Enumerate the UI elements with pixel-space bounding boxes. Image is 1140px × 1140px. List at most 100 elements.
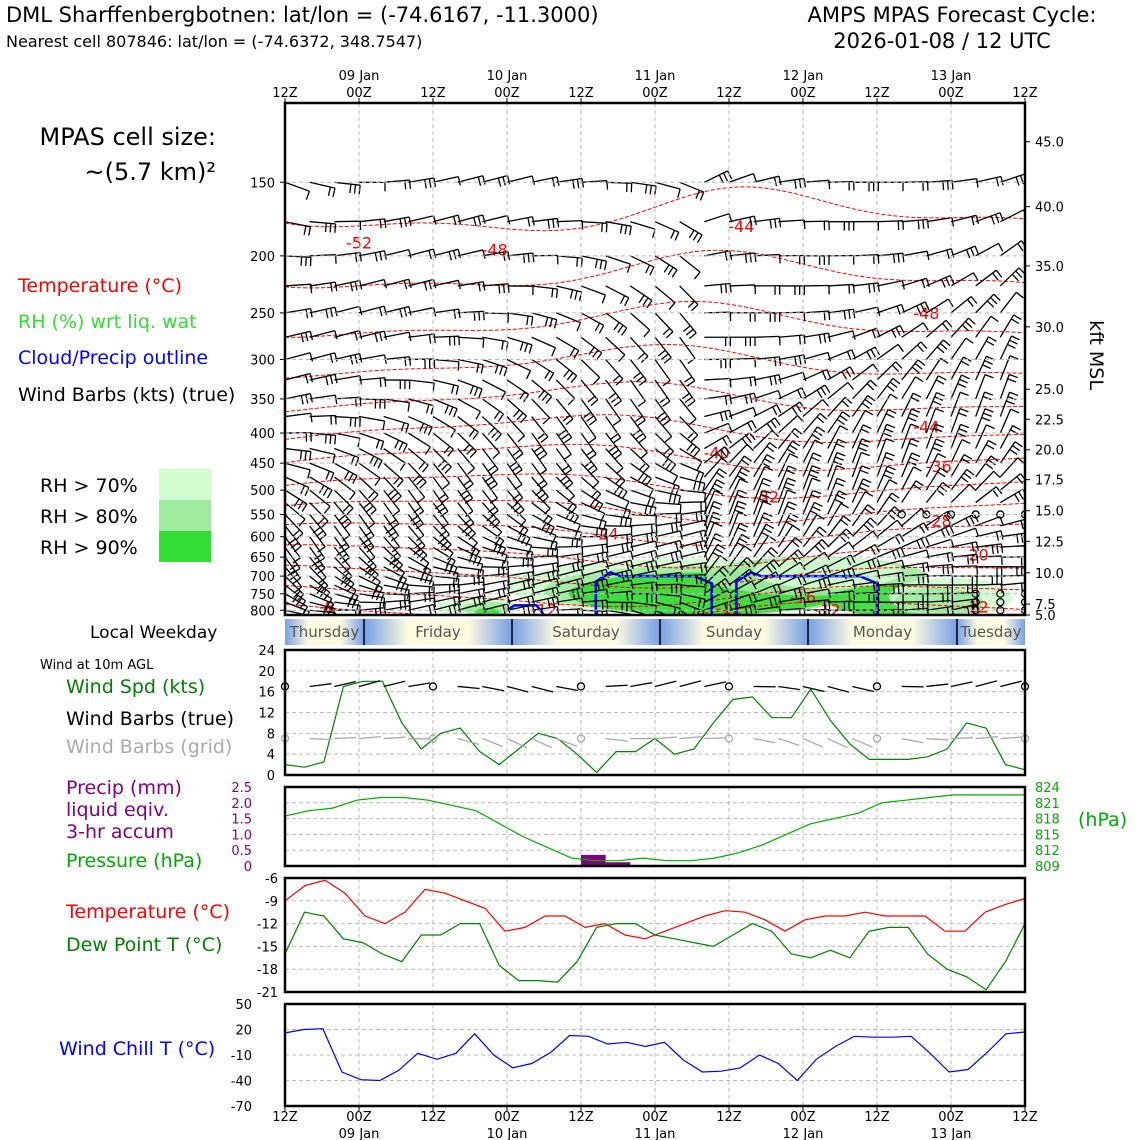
wind-barb-feather <box>644 184 648 194</box>
wind-barb-feather <box>763 527 772 534</box>
wind-barb-feather <box>541 393 549 401</box>
surface-wind-barb <box>802 737 824 748</box>
wind-barb-feather <box>506 175 511 185</box>
wind-barb-feather <box>836 465 846 470</box>
wind-barb-feather <box>457 214 462 224</box>
weekday-label: Thursday <box>289 623 360 641</box>
wind-barb-feather <box>695 471 700 480</box>
wind-barb-feather <box>382 420 386 431</box>
wind-barb <box>901 392 914 417</box>
wind-barb-feather <box>690 434 699 442</box>
wind-barb <box>556 312 581 324</box>
wind-barb <box>901 341 922 360</box>
wind-barb-feather <box>699 473 705 482</box>
wind-barb-feather <box>482 338 485 348</box>
wind-barb <box>408 379 435 384</box>
wind-barb <box>630 601 657 607</box>
wind-barb-feather <box>1046 522 1047 531</box>
wind-barb-feather <box>892 377 901 385</box>
wind-barb-feather <box>305 257 307 267</box>
wind-barb <box>679 489 706 494</box>
wind-barb <box>654 181 681 190</box>
wind-barb-feather <box>583 411 592 419</box>
wind-barb-feather <box>751 420 757 429</box>
wind-barb <box>309 221 336 225</box>
wind-barb <box>753 535 769 558</box>
wind-barb-feather <box>475 411 481 420</box>
wind-barb-feather <box>453 309 457 319</box>
surface-wind-barb <box>950 737 974 740</box>
wind-barb <box>482 379 506 393</box>
wind-barb <box>950 408 961 434</box>
surface-wind-barb <box>408 682 431 688</box>
wind-barb-feather <box>684 376 693 383</box>
wind-barb <box>481 398 504 415</box>
wind-barb-feather <box>810 469 820 474</box>
wind-barb <box>482 250 509 257</box>
wind-barb-feather <box>403 217 407 227</box>
wind-barb-feather <box>309 393 313 403</box>
wind-barb <box>358 330 385 338</box>
wind-barb-feather <box>898 533 905 542</box>
wind-barb <box>852 569 878 577</box>
wind-barb <box>482 586 508 595</box>
wind-barb-feather <box>982 395 992 401</box>
wind-barb <box>728 603 755 611</box>
wind-barb-feather <box>589 498 596 508</box>
surface-wind-barb <box>654 680 677 688</box>
wind-barb <box>605 432 623 455</box>
wind-barb-feather <box>846 351 852 361</box>
wind-barb-feather <box>324 434 327 444</box>
wind-barb-feather <box>793 552 801 561</box>
wind-barb-feather <box>675 551 679 561</box>
wind-barb-feather <box>963 454 973 460</box>
wind-barb <box>309 181 336 189</box>
wind-barb <box>358 593 385 599</box>
height-tick-label: 40.0 <box>1035 201 1064 216</box>
wind-barb-feather <box>596 553 600 563</box>
wind-barb <box>975 516 1001 527</box>
wind-barb-feather <box>877 570 881 580</box>
wind-barb-feather <box>419 572 425 582</box>
wind-barb-feather <box>559 475 568 483</box>
wind-barb-feather <box>967 299 974 307</box>
wind-barb-feather <box>657 349 666 357</box>
wind-barb-feather <box>403 307 408 317</box>
wind-barb-feather <box>672 475 679 485</box>
weekday-band <box>957 619 1025 645</box>
wind-barb-feather <box>920 538 926 548</box>
wind-barb-feather <box>827 352 832 362</box>
pressure-tick-label: 350 <box>250 393 275 408</box>
wind-barb-feather <box>592 349 599 358</box>
wind-barb <box>802 220 830 223</box>
wind-barb-feather <box>303 225 307 235</box>
wind-barb <box>827 452 838 478</box>
wind-barb-feather <box>864 398 873 406</box>
wind-barb <box>703 479 718 503</box>
wind-barb-feather <box>624 225 628 235</box>
wind-barb-feather <box>674 541 679 551</box>
wind-barb <box>285 462 311 471</box>
wind-barb-feather <box>844 396 853 404</box>
wind-barb <box>778 387 803 400</box>
wind-barb <box>383 356 410 361</box>
wind-barb-feather <box>463 518 472 526</box>
wind-barb-feather <box>649 266 655 276</box>
wind-barb-feather <box>606 544 609 554</box>
wind-barb-feather <box>908 442 918 447</box>
wind-barb-feather <box>960 423 970 429</box>
wind-barb-feather <box>549 527 555 536</box>
wind-barb <box>334 415 361 419</box>
wind-barb-feather <box>611 449 620 456</box>
wind-barb <box>1000 173 1025 183</box>
wind-barb-feather <box>601 579 605 590</box>
wind-barb-feather <box>393 476 401 485</box>
wind-barb-feather <box>877 581 880 591</box>
wind-barb-feather <box>482 175 486 185</box>
wind-barb <box>457 416 479 433</box>
wind-barb-feather <box>501 560 505 570</box>
wind-barb-feather <box>523 394 530 403</box>
wind-barb-feather <box>724 446 731 455</box>
wind-barb-feather <box>933 427 943 433</box>
wind-barb <box>506 379 529 396</box>
